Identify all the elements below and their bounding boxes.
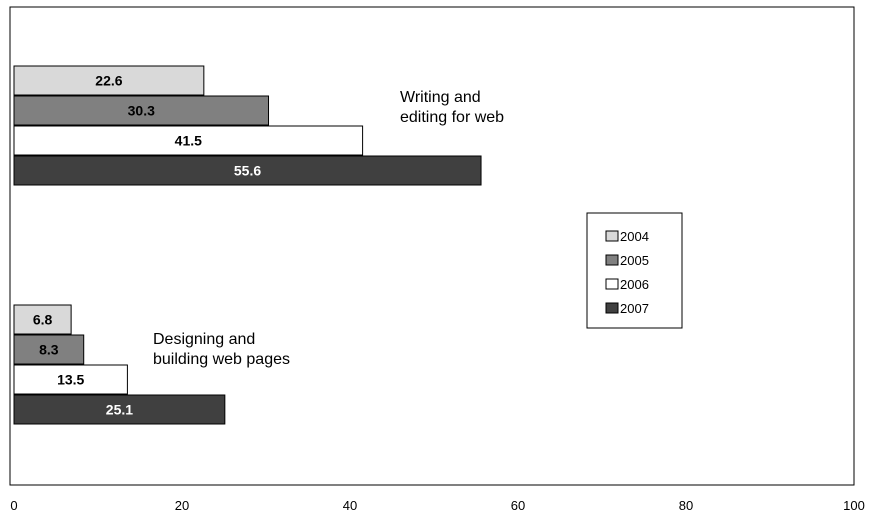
legend-swatch-2005 <box>605 254 619 266</box>
bar-2007-0 <box>13 155 482 186</box>
bar-value-label: 30.3 <box>128 103 155 119</box>
bar-2006-0 <box>13 125 364 156</box>
legend-swatch-2007 <box>605 302 619 314</box>
bar-2006-1 <box>13 364 128 395</box>
category-label: Designing and <box>153 331 255 348</box>
bar-value-label: 41.5 <box>175 133 202 149</box>
bar-value-label: 8.3 <box>39 342 59 358</box>
legend: 2004 2005 2006 2007 <box>586 212 683 329</box>
x-tick-label: 40 <box>343 498 357 513</box>
legend-swatch-2006 <box>605 278 619 290</box>
x-tick-label: 100 <box>843 498 865 513</box>
bar-2004-0 <box>13 65 205 96</box>
category-labels-group: Writing and editing for web Designing and b… <box>153 89 504 368</box>
bar-2007-1 <box>13 394 226 425</box>
bar-value-label: 55.6 <box>234 163 261 179</box>
bar-2004-1 <box>13 304 72 335</box>
x-axis-ticks-group: 0 20 40 60 80 100 <box>10 498 864 513</box>
bars-group: 22.6 30.3 41.5 55.6 6.8 8.3 13.5 25.1 <box>13 65 482 425</box>
bar-2005-1 <box>13 334 85 365</box>
legend-label: 2004 <box>620 229 649 244</box>
legend-swatch-2004 <box>605 230 619 242</box>
bar-value-label: 6.8 <box>33 312 53 328</box>
legend-label: 2005 <box>620 253 649 268</box>
x-tick-label: 80 <box>679 498 693 513</box>
bar-2005-0 <box>13 95 270 126</box>
bar-value-label: 13.5 <box>57 372 84 388</box>
x-tick-label: 60 <box>511 498 525 513</box>
bar-value-label: 22.6 <box>95 73 122 89</box>
category-label: Writing and <box>400 89 481 106</box>
x-tick-label: 20 <box>175 498 189 513</box>
legend-label: 2007 <box>620 301 649 316</box>
bar-value-label: 25.1 <box>106 402 133 418</box>
category-label: editing for web <box>400 109 504 126</box>
legend-box <box>586 212 683 329</box>
x-tick-label: 0 <box>10 498 17 513</box>
legend-label: 2006 <box>620 277 649 292</box>
category-label: building web pages <box>153 351 290 368</box>
